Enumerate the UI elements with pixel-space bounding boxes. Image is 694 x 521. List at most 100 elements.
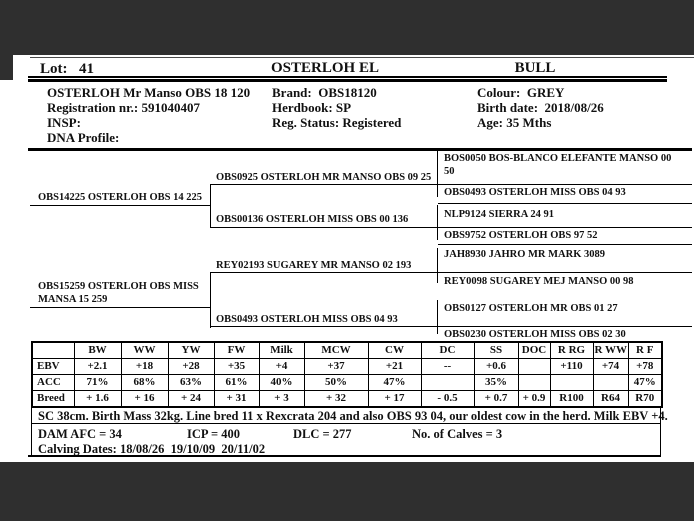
ebv-col-header: R WW — [592, 341, 629, 359]
ebv-col-header: DC — [420, 341, 475, 359]
notes-divider — [31, 423, 661, 424]
ebv-col-header: DOC — [517, 341, 551, 359]
ebv-cell: + 32 — [303, 390, 369, 408]
ebv-col-header: BW — [73, 341, 122, 359]
lot-number: 41 — [79, 61, 94, 77]
pedigree-connector — [210, 272, 211, 328]
ebv-col-header — [31, 341, 75, 359]
dlc-value: DLC = 277 — [293, 427, 352, 441]
brand-field: Brand: OBS18120 — [272, 85, 377, 100]
ebv-cell: 40% — [258, 374, 305, 391]
ebv-cell: 47% — [627, 374, 663, 391]
pedigree-line — [210, 272, 692, 273]
pedigree-node-ssd: OBS0493 OSTERLOH MISS OBS 04 93 — [444, 187, 626, 198]
pedigree-node-dam-dam: OBS0493 OSTERLOH MISS OBS 04 93 — [216, 314, 398, 325]
ebv-cell: R70 — [627, 390, 663, 408]
ebv-col-header: SS — [473, 341, 519, 359]
ebv-cell: 61% — [213, 374, 260, 391]
title-rule-thick — [28, 79, 667, 82]
top-frame-bar — [0, 0, 694, 55]
ebv-cell: + 0.9 — [517, 390, 551, 408]
pedigree-connector — [437, 248, 438, 283]
ebv-cell: +0.6 — [473, 358, 519, 375]
page-title: OSTERLOH EL — [271, 60, 379, 76]
pedigree-node-dss: JAH8930 JAHRO MR MARK 3089 — [444, 249, 605, 260]
ebv-col-header: CW — [367, 341, 422, 359]
ebv-cell — [592, 374, 629, 391]
ebv-col-header: R F — [627, 341, 663, 359]
ebv-cell: + 31 — [213, 390, 260, 408]
ebv-row: EBV +2.1 +18 +28 +35 +4 +37 +21 -- +0.6 … — [31, 358, 663, 375]
insp-field: INSP: — [47, 115, 81, 130]
lot-label: Lot: — [40, 61, 68, 77]
ebv-col-header: MCW — [303, 341, 369, 359]
ebv-header-row: BW WW YW FW Milk MCW CW DC SS DOC R RG R… — [31, 341, 663, 359]
pedigree-node-sss-line2: 50 — [444, 166, 455, 177]
pedigree-node-ddd: OBS0230 OSTERLOH MISS OBS 02 30 — [444, 329, 626, 340]
ebv-cell: +78 — [627, 358, 663, 375]
ebv-cell: +110 — [549, 358, 594, 375]
ebv-cell — [517, 374, 551, 391]
ebv-row-label: Breed — [31, 390, 75, 408]
pedigree-connector — [437, 300, 438, 334]
ebv-cell: 50% — [303, 374, 369, 391]
dam-afc-value: DAM AFC = 34 — [38, 427, 122, 441]
ebv-col-header: WW — [120, 341, 169, 359]
page-bottom-rule — [28, 455, 661, 457]
ebv-cell: +21 — [367, 358, 422, 375]
notes-right-border — [660, 406, 661, 456]
pedigree-line — [438, 244, 692, 245]
bottom-frame-bar — [0, 462, 694, 521]
calves-count: No. of Calves = 3 — [412, 427, 503, 441]
title-rule-thin — [28, 76, 667, 78]
pedigree-connector — [210, 184, 211, 228]
notes-left-border — [31, 406, 32, 456]
category-label: BULL — [514, 60, 556, 76]
pedigree-top-rule — [28, 148, 692, 151]
ebv-cell: + 16 — [120, 390, 169, 408]
age-field: Age: 35 Mths — [477, 115, 552, 130]
ebv-cell: + 24 — [167, 390, 215, 408]
left-frame-notch — [0, 55, 13, 80]
ebv-cell: +74 — [592, 358, 629, 375]
pedigree-node-sire-dam: OBS00136 OSTERLOH MISS OBS 00 136 — [216, 214, 409, 225]
pedigree-node-sire: OBS14225 OSTERLOH OBS 14 225 — [38, 192, 202, 203]
ebv-cell: 35% — [473, 374, 519, 391]
ebv-col-header: R RG — [549, 341, 594, 359]
ebv-cell — [420, 374, 475, 391]
ebv-col-header: FW — [213, 341, 260, 359]
ebv-cell: + 17 — [367, 390, 422, 408]
birth-date-field: Birth date: 2018/08/26 — [477, 100, 604, 115]
pedigree-line — [30, 307, 210, 308]
page-edge-line — [30, 57, 694, 58]
ebv-cell: +2.1 — [73, 358, 122, 375]
pedigree-connector — [437, 150, 438, 197]
ebv-cell: + 0.7 — [473, 390, 519, 408]
ebv-cell: +28 — [167, 358, 215, 375]
ebv-cell: 47% — [367, 374, 422, 391]
pedigree-node-sss: BOS0050 BOS-BLANCO ELEFANTE MANSO 00 — [444, 153, 672, 164]
pedigree-node-dam-sire: REY02193 SUGAREY MR MANSO 02 193 — [216, 260, 412, 271]
ebv-cell: + 3 — [258, 390, 305, 408]
ebv-cell: +37 — [303, 358, 369, 375]
icp-value: ICP = 400 — [187, 427, 240, 441]
ebv-table: BW WW YW FW Milk MCW CW DC SS DOC R RG R… — [31, 341, 663, 408]
pedigree-line — [30, 205, 210, 206]
pedigree-node-sdd: OBS9752 OSTERLOH OBS 97 52 — [444, 230, 598, 241]
pedigree-node-sds: NLP9124 SIERRA 24 91 — [444, 209, 554, 220]
ebv-cell — [549, 374, 594, 391]
pedigree-node-dds: OBS0127 OSTERLOH MR OBS 01 27 — [444, 303, 618, 314]
ebv-cell — [517, 358, 551, 375]
herdbook-field: Herdbook: SP — [272, 100, 352, 115]
pedigree-node-dsd: REY0098 SUGAREY MEJ MANSO 00 98 — [444, 276, 634, 287]
breed-row: Breed + 1.6 + 16 + 24 + 31 + 3 + 32 + 17… — [31, 390, 663, 408]
acc-row: ACC 71% 68% 63% 61% 40% 50% 47% 35% 47% — [31, 374, 663, 391]
remarks-line: SC 38cm. Birth Mass 32kg. Line bred 11 x… — [38, 409, 668, 423]
pedigree-connector — [437, 205, 438, 240]
pedigree-line — [438, 203, 692, 204]
pedigree-node-sire-sire: OBS0925 OSTERLOH MR MANSO OBS 09 25 — [216, 172, 432, 183]
ebv-row-label: ACC — [31, 374, 75, 391]
calving-dates: Calving Dates: 18/08/26 19/10/09 20/11/0… — [38, 442, 266, 456]
pedigree-node-dam-line2: MANSA 15 259 — [38, 294, 108, 305]
